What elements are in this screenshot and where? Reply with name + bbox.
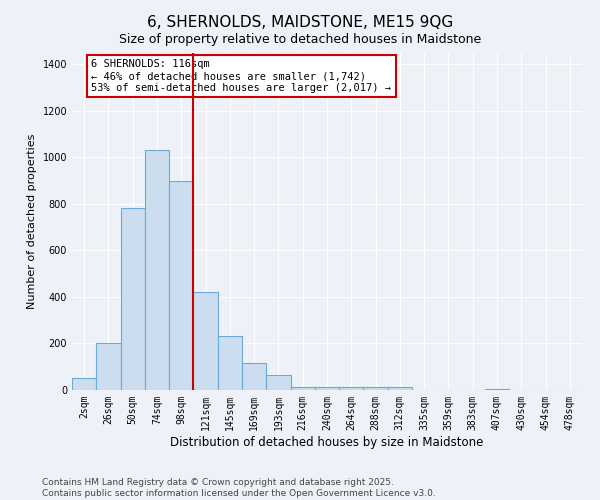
Bar [266,375,290,390]
Bar [218,336,242,390]
Bar [290,386,315,390]
Text: Size of property relative to detached houses in Maidstone: Size of property relative to detached ho… [119,32,481,46]
Bar [485,389,509,390]
Bar [72,378,96,390]
Text: Contains HM Land Registry data © Crown copyright and database right 2025.
Contai: Contains HM Land Registry data © Crown c… [42,478,436,498]
Y-axis label: Number of detached properties: Number of detached properties [27,134,37,309]
Bar [169,180,193,390]
Bar [242,363,266,390]
Bar [364,386,388,390]
X-axis label: Distribution of detached houses by size in Maidstone: Distribution of detached houses by size … [170,436,484,448]
Bar [193,292,218,390]
Bar [339,386,364,390]
Bar [145,150,169,390]
Bar [121,208,145,390]
Text: 6 SHERNOLDS: 116sqm
← 46% of detached houses are smaller (1,742)
53% of semi-det: 6 SHERNOLDS: 116sqm ← 46% of detached ho… [91,60,391,92]
Bar [96,344,121,390]
Text: 6, SHERNOLDS, MAIDSTONE, ME15 9QG: 6, SHERNOLDS, MAIDSTONE, ME15 9QG [147,15,453,30]
Bar [388,386,412,390]
Bar [315,386,339,390]
